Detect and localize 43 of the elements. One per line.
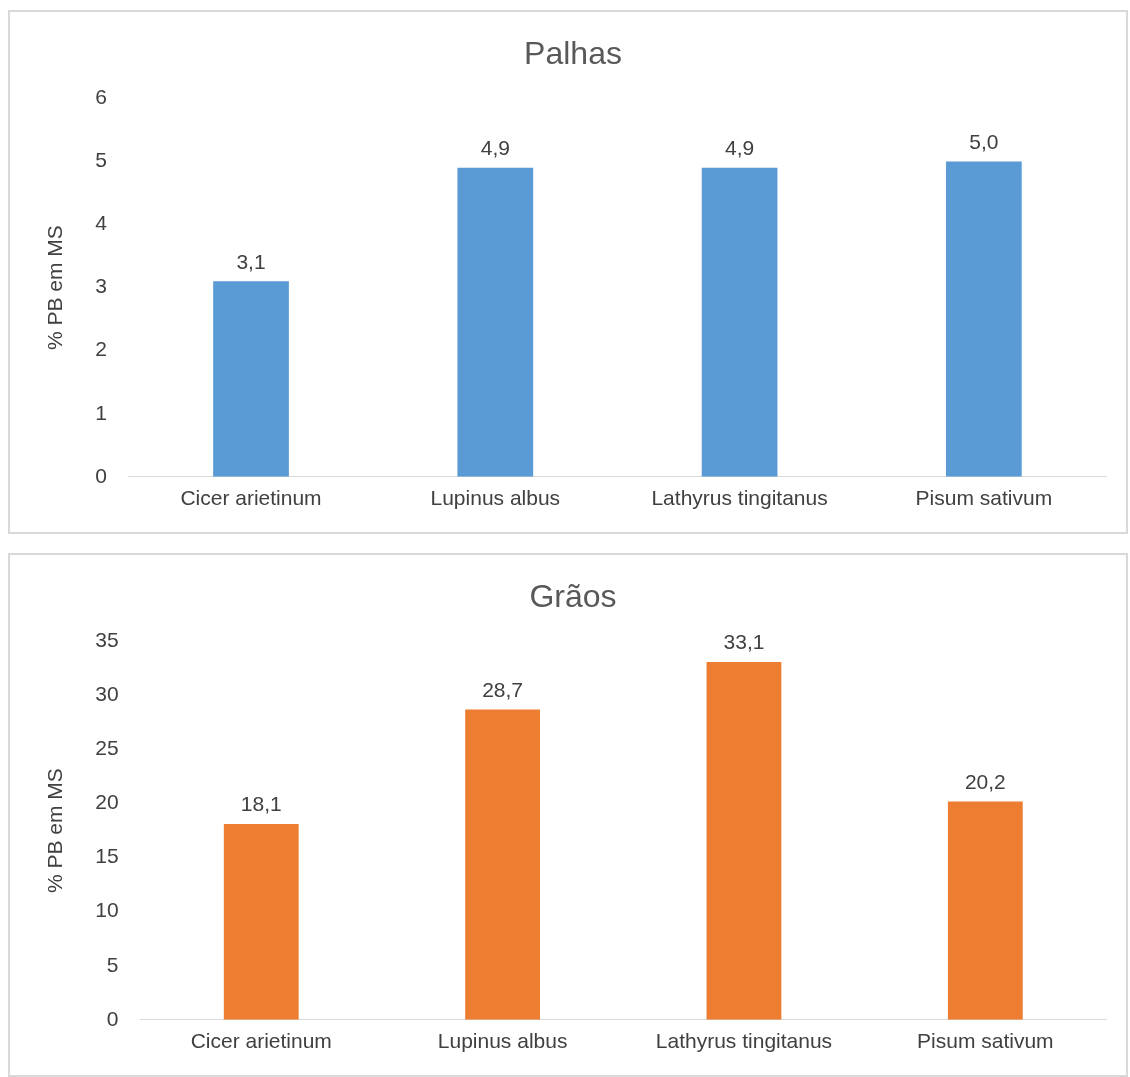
x-tick-label: Pisum sativum	[917, 1029, 1054, 1053]
y-tick-label: 15	[95, 844, 119, 868]
y-tick-label: 4	[95, 211, 108, 235]
x-tick-label: Pisum sativum	[915, 486, 1053, 510]
y-tick-label: 20	[95, 790, 119, 814]
bar	[947, 801, 1023, 1020]
data-label: 5,0	[969, 129, 999, 153]
data-label: 4,9	[480, 136, 510, 160]
y-tick-label: 0	[95, 463, 107, 487]
chart-title: Grãos	[529, 578, 617, 615]
data-label: 18,1	[240, 792, 282, 816]
bar	[213, 281, 289, 477]
y-axis-title: % PB em MS	[43, 225, 67, 351]
y-tick-label: 25	[95, 736, 119, 760]
y-tick-label: 35	[95, 628, 119, 652]
data-label: 4,9	[724, 136, 755, 160]
y-tick-label: 5	[106, 952, 119, 976]
data-label: 28,7	[482, 677, 524, 701]
y-tick-label: 6	[95, 85, 107, 109]
y-tick-label: 30	[95, 682, 119, 706]
x-tick-label: Lathyrus tingitanus	[651, 486, 828, 510]
x-tick-label: Lupinus albus	[430, 486, 561, 510]
chart-title: Palhas	[524, 35, 622, 72]
y-tick-label: 2	[95, 337, 107, 361]
bar	[223, 824, 299, 1020]
y-tick-label: 0	[106, 1006, 119, 1030]
bar	[701, 167, 778, 477]
x-tick-label: Cicer arietinum	[180, 486, 322, 510]
bar	[465, 709, 541, 1020]
x-tick-label: Lathyrus tingitanus	[655, 1029, 833, 1053]
data-label: 3,1	[236, 249, 266, 273]
x-tick-label: Cicer arietinum	[190, 1029, 332, 1053]
y-axis-title: % PB em MS	[43, 768, 67, 894]
x-tick-label: Lupinus albus	[437, 1029, 568, 1053]
y-tick-label: 5	[95, 148, 107, 172]
data-label: 20,2	[964, 769, 1006, 793]
bar	[457, 167, 534, 477]
bar	[946, 161, 1022, 477]
y-tick-label: 1	[95, 400, 107, 424]
bar	[706, 661, 782, 1020]
y-tick-label: 10	[95, 898, 119, 922]
data-label: 33,1	[723, 630, 765, 654]
y-tick-label: 3	[95, 274, 107, 298]
